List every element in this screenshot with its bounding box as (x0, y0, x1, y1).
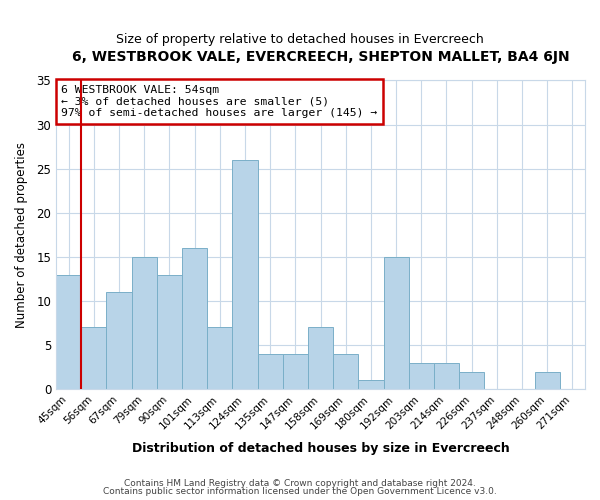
Bar (131, 257, 157, 389)
Bar (358, 380, 383, 389)
Bar (535, 372, 560, 389)
Bar (81, 328, 106, 389)
Bar (434, 362, 459, 389)
Bar (409, 362, 434, 389)
Title: 6, WESTBROOK VALE, EVERCREECH, SHEPTON MALLET, BA4 6JN: 6, WESTBROOK VALE, EVERCREECH, SHEPTON M… (72, 50, 569, 64)
X-axis label: Distribution of detached houses by size in Evercreech: Distribution of detached houses by size … (131, 442, 509, 455)
Bar (182, 248, 207, 389)
Bar (257, 354, 283, 389)
Text: Contains public sector information licensed under the Open Government Licence v3: Contains public sector information licen… (103, 487, 497, 496)
Text: Size of property relative to detached houses in Evercreech: Size of property relative to detached ho… (116, 32, 484, 46)
Bar (459, 372, 484, 389)
Bar (383, 257, 409, 389)
Bar (106, 292, 131, 389)
Y-axis label: Number of detached properties: Number of detached properties (15, 142, 28, 328)
Bar (157, 274, 182, 389)
Bar (207, 328, 232, 389)
Bar (283, 354, 308, 389)
Text: 6 WESTBROOK VALE: 54sqm
← 3% of detached houses are smaller (5)
97% of semi-deta: 6 WESTBROOK VALE: 54sqm ← 3% of detached… (61, 85, 377, 118)
Bar (232, 160, 257, 389)
Text: Contains HM Land Registry data © Crown copyright and database right 2024.: Contains HM Land Registry data © Crown c… (124, 478, 476, 488)
Bar (308, 328, 333, 389)
Bar (56, 274, 81, 389)
Bar (333, 354, 358, 389)
